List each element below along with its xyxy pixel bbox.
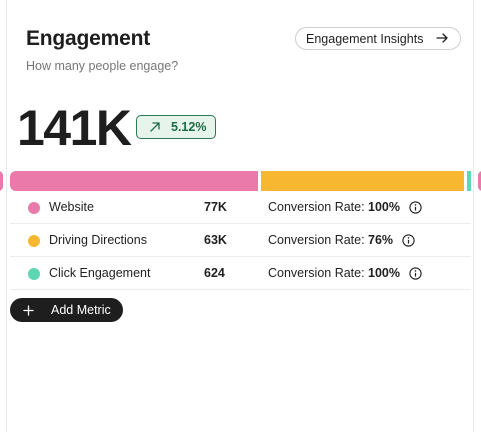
card-title: Engagement [26, 27, 151, 50]
change-percent: 5.12% [171, 120, 207, 134]
plus-icon [23, 304, 34, 316]
engagement-insights-label: Engagement Insights [306, 31, 424, 46]
engagement-insights-button[interactable]: Engagement Insights [295, 27, 461, 50]
bar-separator [464, 171, 467, 191]
change-badge: 5.12% [136, 115, 216, 139]
metric-name: Website [49, 200, 94, 214]
conversion-rate-value: 100% [368, 200, 400, 214]
card-left-border [6, 0, 7, 432]
metric-value: 63K [204, 233, 227, 247]
info-icon[interactable] [409, 201, 422, 214]
arrow-right-icon [436, 33, 448, 43]
card-subtitle: How many people engage? [26, 59, 179, 73]
website-color-dot [28, 202, 40, 214]
total-engagement-value: 141K [17, 100, 132, 156]
click-engagement-color-dot [28, 268, 40, 280]
conversion-rate-value: 100% [368, 266, 400, 280]
metric-row-click-engagement: Click Engagement 624 Conversion Rate: 10… [10, 257, 471, 290]
metric-row-driving-directions: Driving Directions 63K Conversion Rate: … [10, 224, 471, 257]
metric-value: 77K [204, 200, 227, 214]
conversion-rate-label: Conversion Rate: [268, 200, 365, 214]
info-icon[interactable] [402, 234, 415, 247]
conversion-rate-label: Conversion Rate: [268, 266, 365, 280]
bar-segment-driving-directions [261, 171, 464, 191]
metric-row-website: Website 77K Conversion Rate: 100% [10, 191, 471, 224]
metric-name: Driving Directions [49, 233, 147, 247]
conversion-rate-label: Conversion Rate: [268, 233, 365, 247]
bar-segment-click-engagement [467, 171, 471, 191]
add-metric-button[interactable]: Add Metric [10, 298, 123, 322]
metric-value: 624 [204, 266, 225, 280]
previous-card-peek [0, 171, 3, 191]
conversion-rate-value: 76% [368, 233, 394, 247]
driving-directions-color-dot [28, 235, 40, 247]
add-metric-label: Add Metric [51, 303, 111, 317]
next-card-peek [478, 171, 481, 191]
info-icon[interactable] [409, 267, 422, 280]
bar-separator [258, 171, 261, 191]
distribution-bar [10, 171, 471, 191]
arrow-up-right-icon [150, 122, 160, 132]
bar-segment-website [10, 171, 258, 191]
card-right-border [473, 0, 474, 432]
metric-name: Click Engagement [49, 266, 151, 280]
